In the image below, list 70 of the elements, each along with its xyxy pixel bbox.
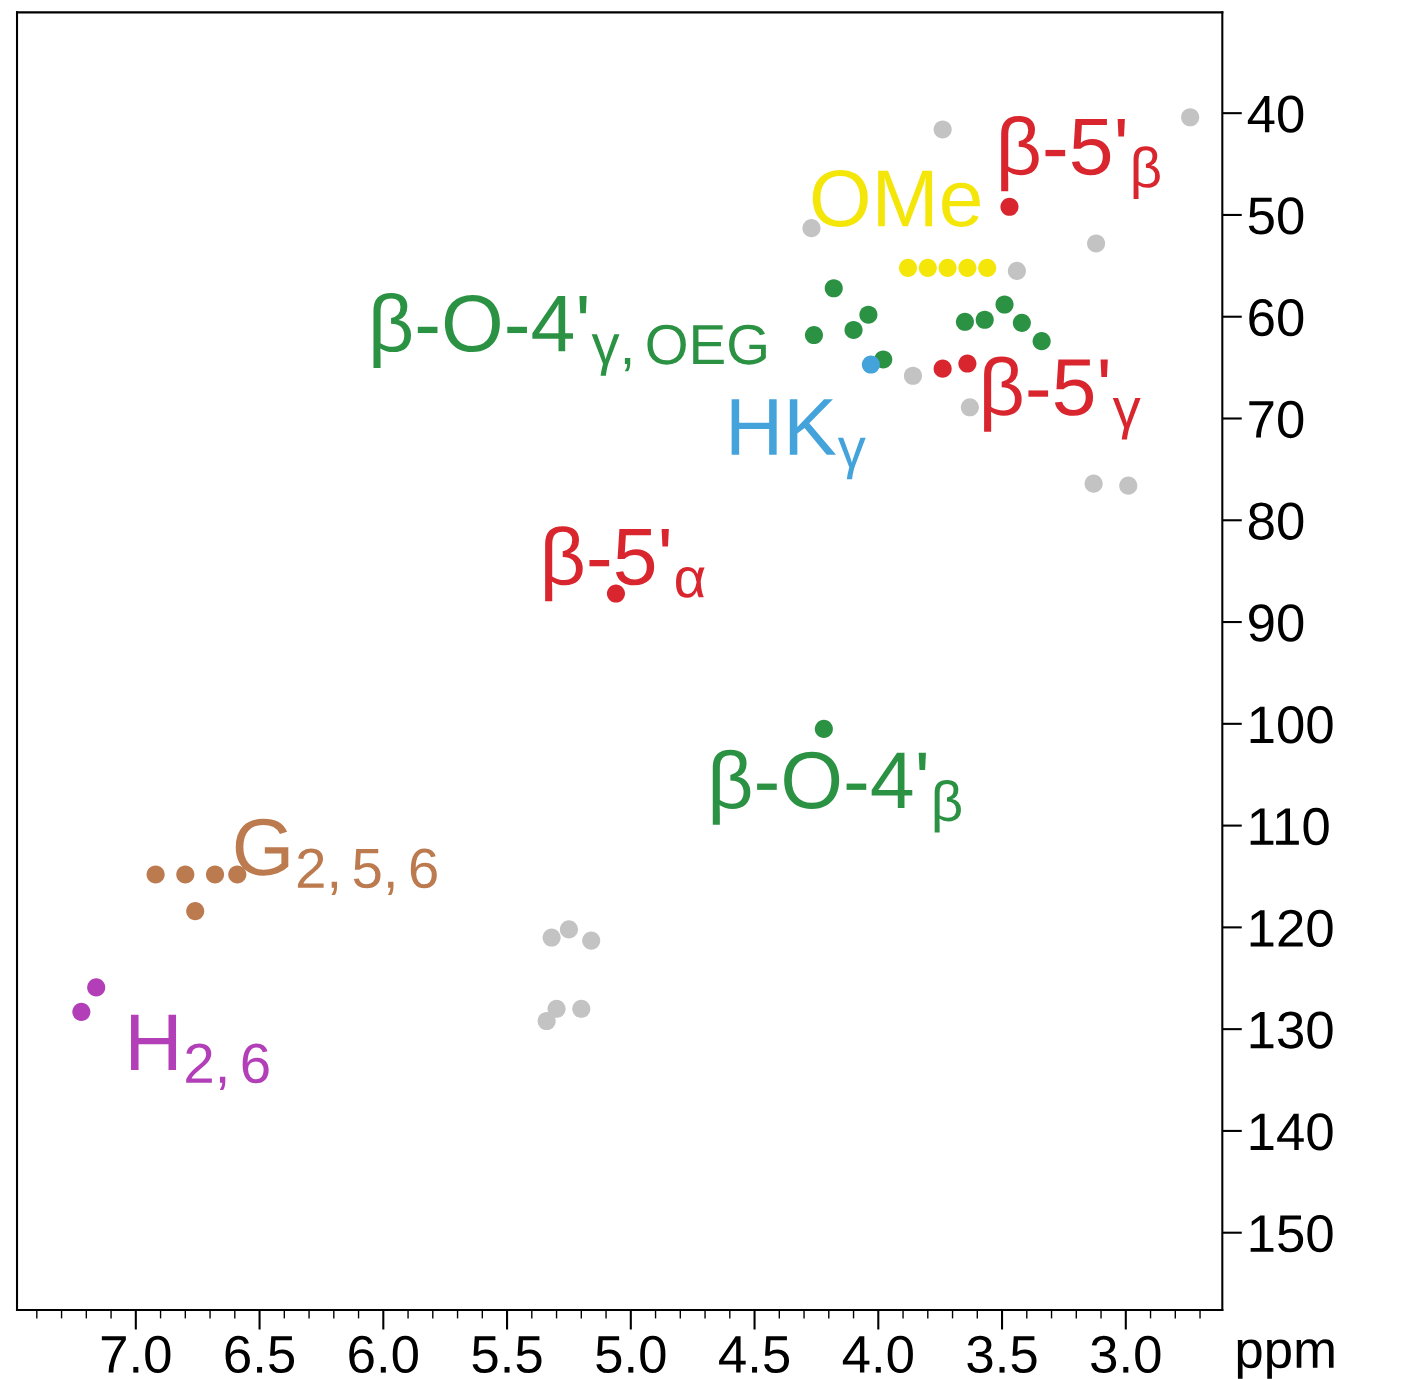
- point: [547, 999, 566, 1018]
- x-tick-label: 3.5: [967, 1335, 1037, 1374]
- y-tick-label: 100: [1250, 706, 1333, 744]
- y-tick-label: 110: [1250, 807, 1329, 846]
- point: [844, 320, 863, 340]
- x-tick-label: 5.0: [596, 1335, 666, 1374]
- series-label: β-O-4'$_{γ,OEG}$: [373, 292, 766, 376]
- point: [933, 120, 952, 139]
- series-label: OMe: [812, 169, 980, 227]
- y-tick-label: 60: [1249, 298, 1304, 337]
- x-tick-label: 7.0: [101, 1335, 171, 1374]
- x-tick-label: 5.5: [472, 1336, 542, 1374]
- y-tick-label: 40: [1247, 95, 1304, 133]
- series-label: HK$_{γ}$: [731, 399, 866, 480]
- point: [958, 354, 977, 373]
- series-label: H$_{2,6}$: [131, 1014, 269, 1091]
- y-tick-label: 140: [1250, 1113, 1333, 1151]
- series-label: β-5'$_{α}$: [545, 526, 705, 602]
- point: [1119, 476, 1138, 495]
- series-label: β-O-4'$_{β}$: [712, 749, 961, 833]
- x-tick-label: 6.5: [225, 1335, 295, 1374]
- y-tick-label: 90: [1249, 604, 1304, 642]
- point: [861, 355, 880, 374]
- y-tick-label: 70: [1249, 400, 1304, 439]
- point: [978, 258, 997, 277]
- x-tick-label: 4.0: [842, 1335, 913, 1374]
- series-label: β-5'$_{β}$: [1001, 116, 1160, 199]
- point: [1032, 332, 1051, 351]
- point: [87, 978, 106, 997]
- y-tick-label: 130: [1250, 1011, 1333, 1049]
- point: [582, 931, 601, 950]
- point: [804, 325, 823, 345]
- point: [814, 719, 833, 738]
- point: [537, 1011, 556, 1031]
- point: [1012, 313, 1031, 332]
- point: [918, 258, 937, 277]
- point: [1007, 261, 1026, 280]
- point: [824, 279, 843, 298]
- point: [903, 366, 922, 385]
- series-label: β-5'$_{γ}$: [984, 356, 1141, 440]
- x-tick-label: 4.5: [719, 1336, 790, 1374]
- point: [995, 295, 1014, 314]
- point: [559, 920, 578, 939]
- y-tick-label: 80: [1248, 502, 1304, 540]
- point: [1087, 234, 1106, 253]
- point: [975, 310, 994, 329]
- point: [960, 398, 979, 417]
- point: [958, 258, 977, 277]
- point: [1181, 108, 1200, 127]
- point: [898, 258, 918, 277]
- x-tick-label: 6.0: [349, 1335, 418, 1374]
- point: [72, 1002, 91, 1021]
- x-tick-label: 3.0: [1091, 1335, 1161, 1374]
- point: [572, 999, 591, 1018]
- point: [938, 258, 957, 277]
- y-tick-label: 150: [1250, 1214, 1333, 1253]
- point: [205, 865, 225, 884]
- point: [186, 902, 205, 921]
- point: [146, 865, 165, 884]
- y-tick-label: 120: [1250, 909, 1333, 948]
- series-label: G$_{2,5,6}$: [235, 818, 437, 895]
- y-tick-label: 50: [1248, 197, 1304, 235]
- point: [1084, 474, 1103, 493]
- point: [859, 305, 878, 324]
- x-axis-title: ppm: [1237, 1339, 1334, 1379]
- point: [933, 359, 952, 378]
- point: [1000, 197, 1019, 216]
- point: [542, 928, 561, 947]
- point: [955, 312, 974, 331]
- point: [176, 865, 195, 884]
